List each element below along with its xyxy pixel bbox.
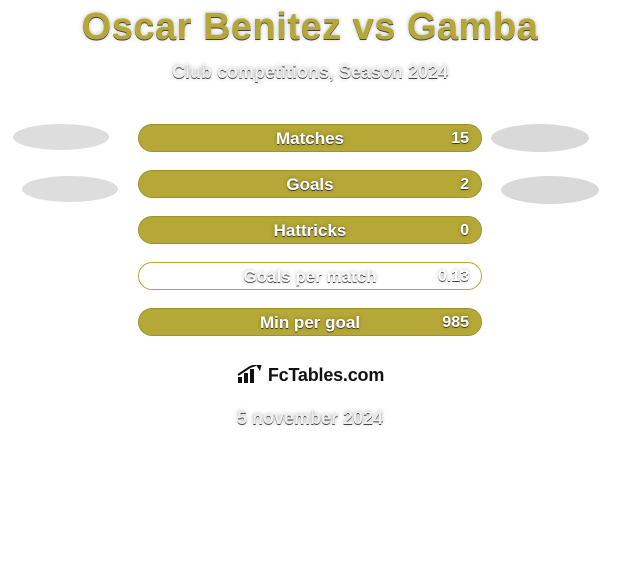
stat-bar: Hattricks0 xyxy=(138,216,482,244)
stat-bar-value: 0 xyxy=(460,217,469,245)
side-ellipse xyxy=(13,124,109,150)
brand-chart-icon xyxy=(236,365,262,385)
stat-bar-label: Matches xyxy=(139,125,481,153)
side-ellipse xyxy=(491,124,589,152)
page-title: Oscar Benitez vs Gamba xyxy=(0,6,620,49)
side-ellipse xyxy=(22,176,118,202)
brand-badge: FcTables.com xyxy=(203,354,417,396)
stat-bar-label: Min per goal xyxy=(139,309,481,337)
brand-text: FcTables.com xyxy=(268,365,384,386)
stat-bar: Matches15 xyxy=(138,124,482,152)
stat-bar-label: Goals xyxy=(139,171,481,199)
date-label: 5 november 2024 xyxy=(0,408,620,429)
stat-bar: Goals per match0.13 xyxy=(138,262,482,290)
stat-bar-value: 15 xyxy=(451,125,469,153)
subtitle: Club competitions, Season 2024 xyxy=(0,62,620,83)
stat-bar-value: 0.13 xyxy=(438,263,469,291)
stat-bar: Goals2 xyxy=(138,170,482,198)
stat-bar-value: 985 xyxy=(442,309,469,337)
stat-bar-label: Goals per match xyxy=(139,263,481,291)
stat-bar-label: Hattricks xyxy=(139,217,481,245)
stat-bar-value: 2 xyxy=(460,171,469,199)
stat-bar: Min per goal985 xyxy=(138,308,482,336)
side-ellipse xyxy=(501,176,599,204)
